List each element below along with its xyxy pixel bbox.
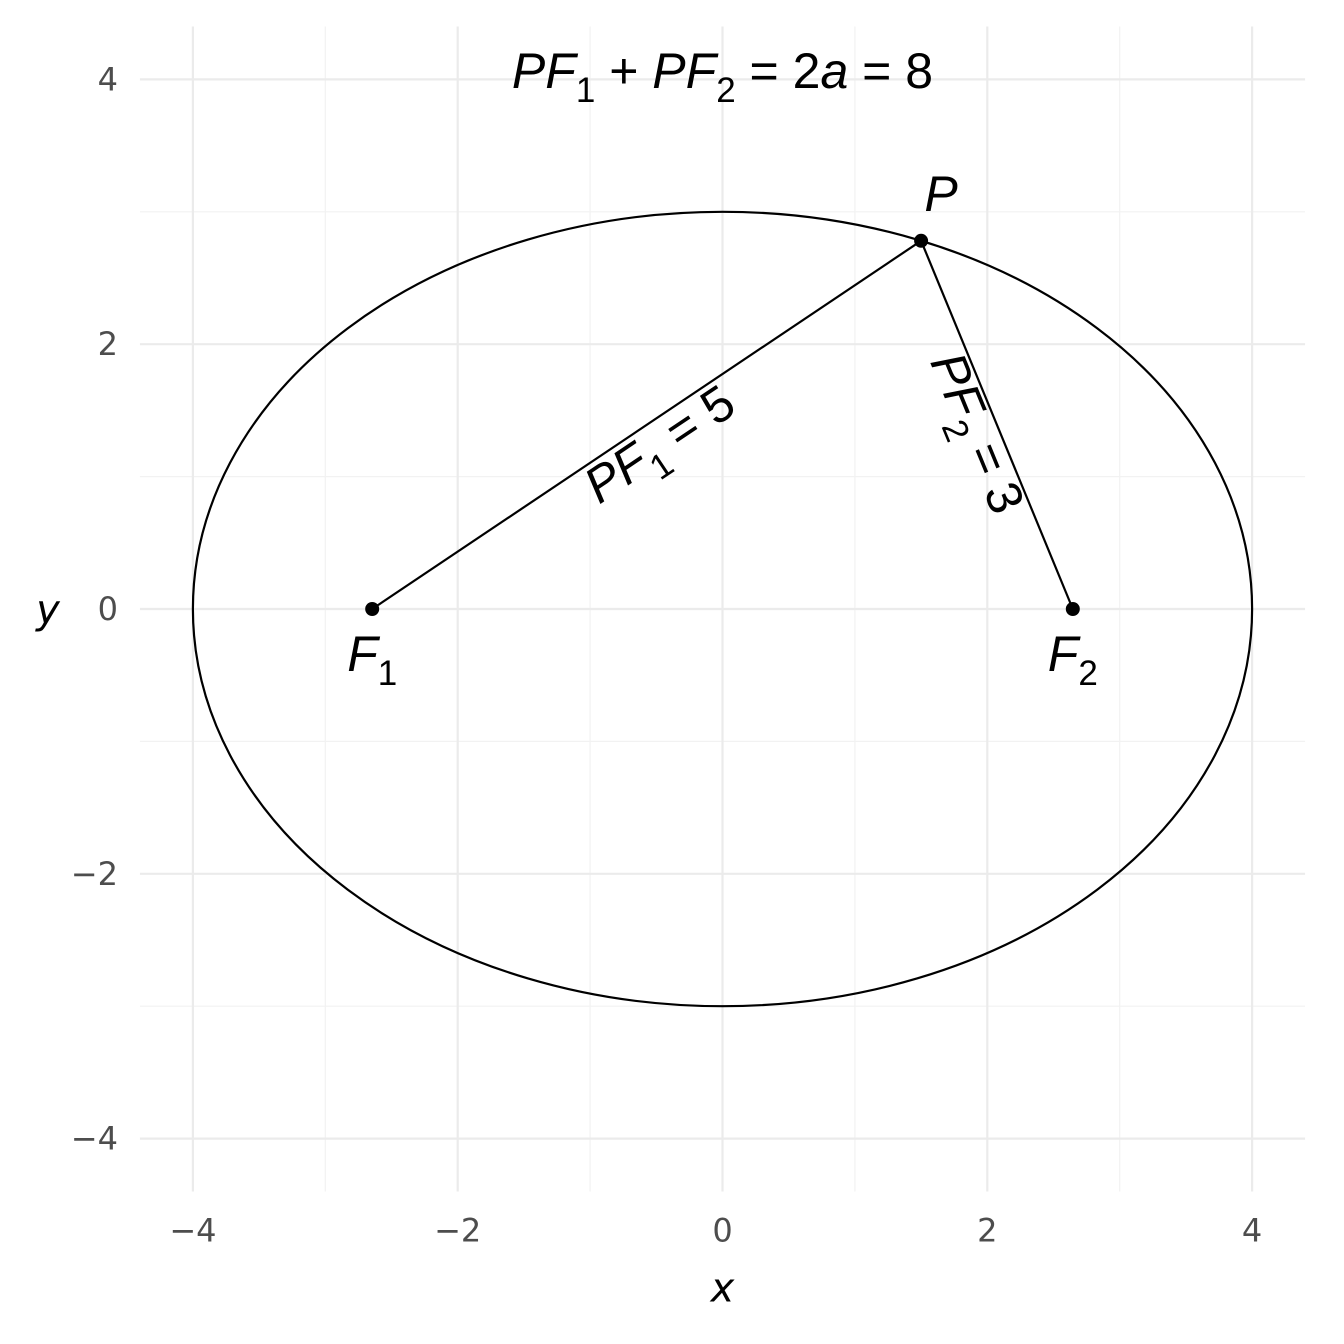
x-tick-label: −2: [434, 1212, 481, 1250]
y-axis-title: y: [35, 587, 61, 633]
x-tick-label: 2: [977, 1212, 997, 1250]
segment-label-F2: PF2 = 3: [909, 345, 1035, 526]
chart-marks: [191, 210, 1254, 1008]
focus-label-F2: F2: [1048, 626, 1098, 693]
x-axis-title: x: [709, 1266, 735, 1312]
segment-label-F1: PF1 = 5: [574, 374, 751, 523]
y-tick-label: −4: [71, 1120, 118, 1158]
sum-annotation: PF1 + PF2 = 2a = 8: [512, 43, 933, 110]
tick-labels: −4 −2 0 2 4 −4 −2 0 2 4: [71, 60, 1263, 1249]
segment-PF2: [920, 240, 1074, 610]
focus-point-F2: [1065, 602, 1080, 616]
y-tick-label: 0: [98, 590, 118, 628]
point-label-P: P: [924, 166, 958, 222]
ellipse-curve: [191, 210, 1254, 1008]
grid: [139, 26, 1306, 1192]
x-tick-label: −4: [169, 1212, 216, 1250]
x-tick-label: 4: [1242, 1212, 1262, 1250]
point-P: [914, 233, 929, 248]
x-tick-label: 0: [712, 1212, 732, 1250]
focus-label-F1: F1: [347, 626, 397, 693]
y-tick-label: −2: [71, 855, 118, 893]
y-tick-label: 2: [98, 325, 118, 363]
y-tick-label: 4: [98, 60, 118, 98]
focus-point-F1: [365, 602, 380, 616]
segment-PF1: [371, 239, 922, 610]
chart-labels: F1 F2 P PF1 = 5 PF2 = 3 PF1 + PF2 = 2a = 8: [347, 43, 1098, 693]
